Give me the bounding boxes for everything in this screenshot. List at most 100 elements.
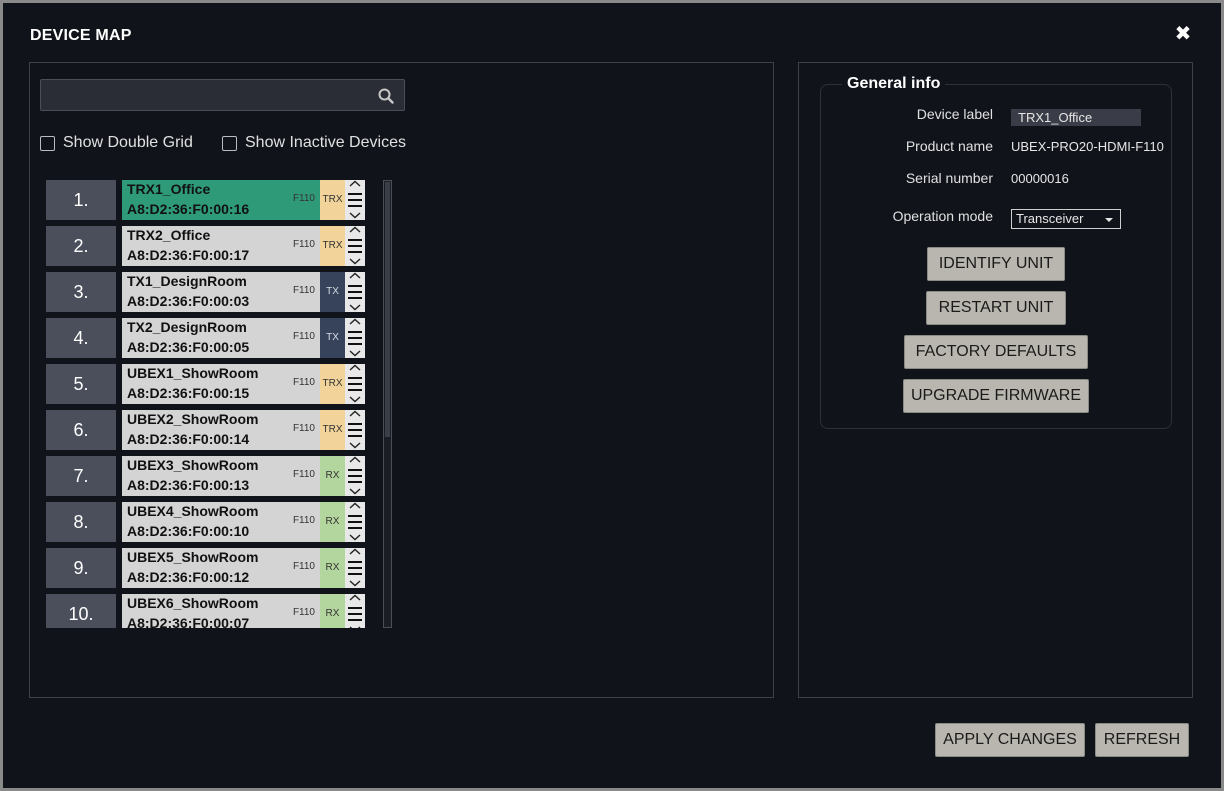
device-type-badge: TX: [320, 318, 345, 358]
device-card[interactable]: TRX1_Office A8:D2:36:F0:00:16 F110: [122, 180, 320, 220]
device-slot-number: 10.: [46, 594, 116, 628]
device-card[interactable]: TX2_DesignRoom A8:D2:36:F0:00:05 F110: [122, 318, 320, 358]
device-type-badge: TRX: [320, 226, 345, 266]
show-double-grid-checkbox[interactable]: Show Double Grid: [40, 133, 193, 153]
device-mac: A8:D2:36:F0:00:12: [127, 569, 250, 585]
search-icon[interactable]: [378, 88, 394, 104]
scrollbar-thumb[interactable]: [385, 182, 390, 437]
close-icon[interactable]: ✖: [1174, 23, 1192, 45]
reorder-handle-icon[interactable]: [345, 180, 365, 220]
device-model: F110: [292, 423, 315, 434]
device-slot-number: 2.: [46, 226, 116, 266]
device-type-badge: RX: [320, 594, 345, 628]
device-mac: A8:D2:36:F0:00:17: [127, 247, 250, 263]
device-name: TRX1_Office: [127, 181, 211, 197]
device-name: UBEX4_ShowRoom: [127, 503, 259, 519]
search-input[interactable]: [47, 84, 367, 106]
device-name: TRX2_Office: [127, 227, 211, 243]
checkbox-icon[interactable]: [40, 135, 55, 151]
reorder-handle-icon[interactable]: [345, 318, 365, 358]
serial-number-label: Serial number: [905, 170, 993, 186]
device-type-badge: TRX: [320, 364, 345, 404]
refresh-button[interactable]: REFRESH: [1095, 723, 1189, 757]
device-type-badge: RX: [320, 502, 345, 542]
device-mac: A8:D2:36:F0:00:16: [127, 201, 250, 217]
device-name: UBEX1_ShowRoom: [127, 365, 259, 381]
device-slot-number: 8.: [46, 502, 116, 542]
device-row[interactable]: 3. TX1_DesignRoom A8:D2:36:F0:00:03 F110 TX: [46, 272, 366, 312]
operation-mode-select[interactable]: Transceiver: [1011, 209, 1121, 229]
device-row[interactable]: 6. UBEX2_ShowRoom A8:D2:36:F0:00:14 F110 TRX: [46, 410, 366, 450]
device-name: TX1_DesignRoom: [127, 273, 247, 289]
device-row[interactable]: 10. UBEX6_ShowRoom A8:D2:36:F0:00:07 F110 RX: [46, 594, 366, 628]
restart-unit-button[interactable]: RESTART UNIT: [926, 291, 1066, 325]
device-row[interactable]: 4. TX2_DesignRoom A8:D2:36:F0:00:05 F110 TX: [46, 318, 366, 358]
reorder-handle-icon[interactable]: [345, 364, 365, 404]
product-name-value: UBEX-PRO20-HDMI-F110: [1011, 139, 1164, 154]
device-card[interactable]: UBEX2_ShowRoom A8:D2:36:F0:00:14 F110: [122, 410, 320, 450]
factory-defaults-button[interactable]: FACTORY DEFAULTS: [904, 335, 1088, 369]
device-row[interactable]: 9. UBEX5_ShowRoom A8:D2:36:F0:00:12 F110 RX: [46, 548, 366, 588]
device-slot-number: 3.: [46, 272, 116, 312]
device-row[interactable]: 7. UBEX3_ShowRoom A8:D2:36:F0:00:13 F110 RX: [46, 456, 366, 496]
device-list-scrollbar[interactable]: [383, 180, 392, 628]
reorder-handle-icon[interactable]: [345, 502, 365, 542]
reorder-handle-icon[interactable]: [345, 410, 365, 450]
reorder-handle-icon[interactable]: [345, 226, 365, 266]
device-model: F110: [292, 239, 315, 250]
device-mac: A8:D2:36:F0:00:15: [127, 385, 250, 401]
device-slot-number: 1.: [46, 180, 116, 220]
device-card[interactable]: UBEX4_ShowRoom A8:D2:36:F0:00:10 F110: [122, 502, 320, 542]
device-slot-number: 5.: [46, 364, 116, 404]
device-mac: A8:D2:36:F0:00:10: [127, 523, 250, 539]
general-info-legend: General info: [842, 75, 946, 93]
device-model: F110: [292, 469, 315, 480]
show-double-grid-label: Show Double Grid: [63, 134, 193, 151]
device-row[interactable]: 2. TRX2_Office A8:D2:36:F0:00:17 F110 TRX: [46, 226, 366, 266]
device-name: UBEX3_ShowRoom: [127, 457, 259, 473]
device-slot-number: 4.: [46, 318, 116, 358]
chevron-down-icon: [1105, 218, 1113, 222]
device-model: F110: [292, 561, 315, 572]
device-model: F110: [292, 515, 315, 526]
device-label-label: Device label: [916, 106, 993, 122]
reorder-handle-icon[interactable]: [345, 548, 365, 588]
device-card[interactable]: TRX2_Office A8:D2:36:F0:00:17 F110: [122, 226, 320, 266]
reorder-handle-icon[interactable]: [345, 594, 365, 628]
search-box: [40, 79, 405, 111]
device-mac: A8:D2:36:F0:00:14: [127, 431, 250, 447]
device-info-panel: General info Device label Product name U…: [798, 62, 1193, 698]
device-name: TX2_DesignRoom: [127, 319, 247, 335]
device-model: F110: [292, 377, 315, 388]
device-label-input[interactable]: [1011, 109, 1141, 126]
device-type-badge: TX: [320, 272, 345, 312]
device-card[interactable]: UBEX3_ShowRoom A8:D2:36:F0:00:13 F110: [122, 456, 320, 496]
apply-changes-button[interactable]: APPLY CHANGES: [935, 723, 1085, 757]
device-slot-number: 6.: [46, 410, 116, 450]
device-mac: A8:D2:36:F0:00:13: [127, 477, 250, 493]
device-name: UBEX2_ShowRoom: [127, 411, 259, 427]
device-model: F110: [292, 285, 315, 296]
checkbox-icon[interactable]: [222, 135, 237, 151]
device-row[interactable]: 1. TRX1_Office A8:D2:36:F0:00:16 F110 TRX: [46, 180, 366, 220]
device-card[interactable]: TX1_DesignRoom A8:D2:36:F0:00:03 F110: [122, 272, 320, 312]
show-inactive-devices-label: Show Inactive Devices: [245, 134, 406, 151]
device-card[interactable]: UBEX1_ShowRoom A8:D2:36:F0:00:15 F110: [122, 364, 320, 404]
reorder-handle-icon[interactable]: [345, 272, 365, 312]
upgrade-firmware-button[interactable]: UPGRADE FIRMWARE: [903, 379, 1089, 413]
reorder-handle-icon[interactable]: [345, 456, 365, 496]
device-card[interactable]: UBEX5_ShowRoom A8:D2:36:F0:00:12 F110: [122, 548, 320, 588]
operation-mode-value: Transceiver: [1016, 211, 1084, 226]
device-card[interactable]: UBEX6_ShowRoom A8:D2:36:F0:00:07 F110: [122, 594, 320, 628]
show-inactive-devices-checkbox[interactable]: Show Inactive Devices: [222, 133, 406, 153]
device-list: 1. TRX1_Office A8:D2:36:F0:00:16 F110 TRX 2. T…: [46, 180, 366, 628]
device-model: F110: [292, 331, 315, 342]
device-slot-number: 7.: [46, 456, 116, 496]
general-info-group: General info Device label Product name U…: [820, 75, 1172, 429]
device-row[interactable]: 8. UBEX4_ShowRoom A8:D2:36:F0:00:10 F110 RX: [46, 502, 366, 542]
device-row[interactable]: 5. UBEX1_ShowRoom A8:D2:36:F0:00:15 F110 TRX: [46, 364, 366, 404]
dialog-title: DEVICE MAP: [30, 27, 132, 44]
identify-unit-button[interactable]: IDENTIFY UNIT: [927, 247, 1065, 281]
device-name: UBEX5_ShowRoom: [127, 549, 259, 565]
device-mac: A8:D2:36:F0:00:03: [127, 293, 250, 309]
